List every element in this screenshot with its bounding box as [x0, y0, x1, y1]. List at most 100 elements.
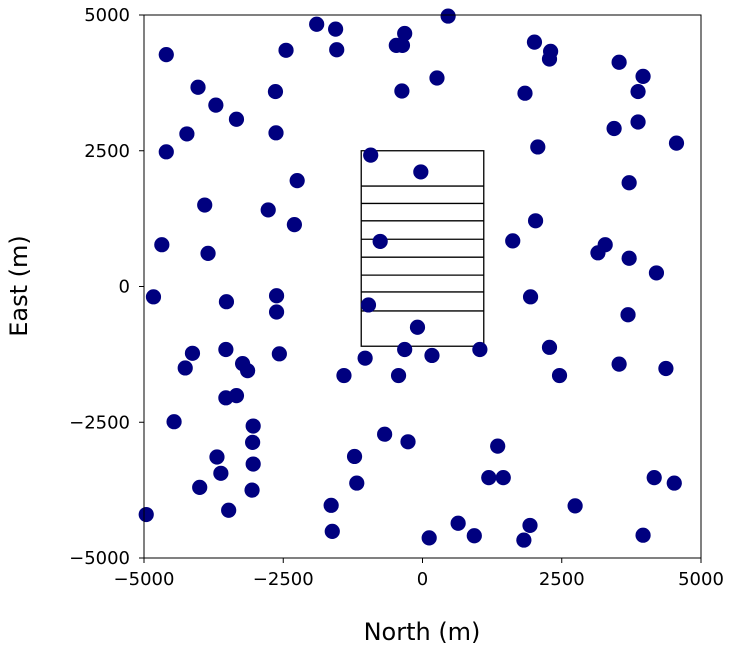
data-point [397, 341, 413, 358]
data-point [336, 367, 352, 384]
data-point [267, 83, 284, 100]
x-tick-label: 2500 [539, 569, 585, 590]
data-point [394, 37, 411, 54]
data-point [372, 233, 388, 250]
y-tick-label: 0 [119, 277, 130, 298]
data-point [621, 175, 637, 191]
data-point [197, 197, 213, 213]
data-point [218, 294, 235, 310]
data-point [208, 97, 224, 113]
data-point [218, 341, 234, 358]
data-point [190, 79, 206, 95]
data-point [606, 120, 622, 137]
data-point [481, 470, 497, 486]
data-point [526, 34, 543, 50]
data-point [286, 216, 302, 233]
data-point [517, 85, 533, 101]
data-point [590, 245, 606, 261]
points-layer [138, 8, 685, 548]
data-point [635, 527, 651, 543]
data-point [567, 498, 583, 514]
y-tick-label: 2500 [84, 141, 130, 162]
data-point [541, 339, 558, 355]
data-point [429, 70, 445, 86]
data-point [363, 147, 379, 163]
data-point [630, 114, 646, 130]
data-point [390, 367, 407, 384]
data-point [409, 319, 426, 335]
data-point [268, 304, 285, 320]
data-point [377, 426, 393, 442]
data-point [221, 502, 237, 518]
data-point [177, 360, 193, 376]
x-tick-label: −5000 [114, 569, 175, 590]
x-tick-label: −2500 [253, 569, 314, 590]
data-point [630, 83, 646, 100]
data-point [621, 250, 637, 266]
data-point [145, 289, 162, 305]
y-tick-label: 5000 [84, 5, 130, 26]
data-point [158, 144, 174, 160]
data-point [328, 21, 344, 37]
ticks-layer: −5000 −2500 0 2500 5000 −5000 −2500 0 2500 5000 [69, 5, 724, 590]
data-point [154, 237, 170, 253]
data-point [440, 8, 456, 24]
data-point [245, 456, 261, 472]
x-axis-label: North (m) [364, 618, 481, 646]
data-point [648, 265, 665, 281]
data-point [329, 42, 345, 58]
data-point [413, 164, 429, 180]
data-point [424, 347, 440, 364]
data-point [505, 233, 521, 249]
data-point [271, 346, 287, 362]
data-point [138, 506, 154, 523]
data-point [357, 350, 373, 366]
data-point [179, 126, 195, 142]
data-point [324, 523, 340, 539]
data-point [323, 497, 339, 513]
data-point [309, 16, 325, 32]
data-point [421, 530, 437, 546]
data-point [245, 434, 261, 450]
x-tick-label: 5000 [678, 569, 724, 590]
data-point [360, 297, 377, 313]
data-point [289, 173, 305, 189]
data-point [192, 479, 208, 496]
y-tick-label: −5000 [69, 548, 130, 569]
data-point [260, 202, 276, 218]
rectangle-layer [360, 150, 485, 347]
data-point [635, 68, 651, 84]
data-point [228, 111, 245, 127]
data-point [620, 307, 636, 323]
data-point [245, 418, 261, 434]
data-point [228, 388, 245, 404]
data-point [466, 528, 482, 544]
data-point [611, 54, 627, 70]
data-point [522, 517, 538, 534]
data-point [450, 515, 466, 531]
data-point [611, 356, 627, 372]
data-point [400, 434, 416, 450]
data-point [658, 360, 674, 377]
data-point [551, 367, 568, 384]
data-point [394, 83, 410, 99]
data-point [522, 289, 539, 305]
data-point [527, 213, 544, 229]
data-point [472, 341, 488, 358]
data-point [516, 532, 532, 548]
data-point [213, 465, 229, 481]
data-point [541, 51, 558, 67]
data-point [184, 345, 201, 361]
data-point [495, 470, 511, 486]
x-tick-label: 0 [417, 569, 428, 590]
data-point [278, 42, 294, 58]
data-point [530, 139, 546, 155]
data-point [209, 449, 225, 465]
data-point [397, 25, 413, 42]
data-point [268, 125, 284, 141]
y-tick-label: −2500 [69, 412, 130, 433]
data-point [244, 482, 260, 498]
data-point [666, 475, 682, 491]
